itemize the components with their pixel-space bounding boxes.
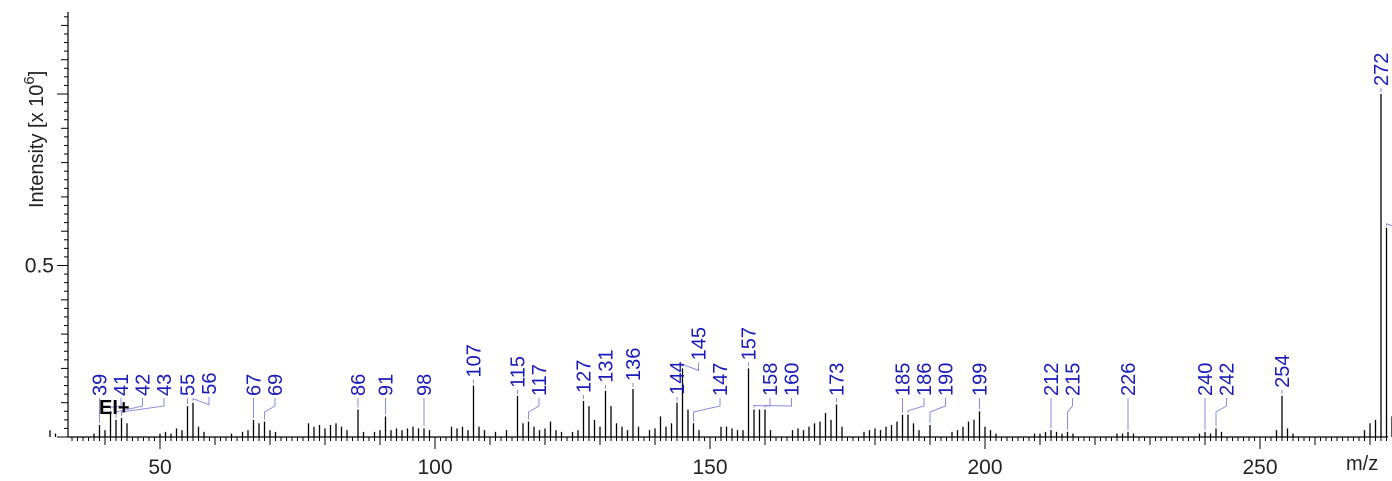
peak-label: 115 — [508, 356, 530, 388]
peak-leaders — [99, 88, 1392, 430]
peak-leader — [682, 362, 699, 372]
y-axis-title-end: ] — [26, 71, 48, 77]
peak-leader — [110, 398, 122, 410]
x-axis-ticks: 50100150200250300 — [71, 437, 1387, 479]
peak-leader — [192, 396, 210, 406]
x-tick-label: 50 — [148, 456, 171, 479]
peak-label: 91 — [376, 374, 398, 396]
peak-label: 39 — [90, 374, 112, 396]
peak-leader — [753, 398, 771, 408]
peak-label: 107 — [464, 344, 486, 377]
y-axis-title: Intensity [x 106] — [21, 71, 48, 208]
peak-label: 226 — [1118, 363, 1140, 396]
peak-label: 185 — [893, 363, 915, 396]
peak-label: 55 — [178, 374, 200, 396]
peak-leader — [115, 398, 143, 418]
x-tick-label: 250 — [1242, 456, 1277, 479]
peak-label: 173 — [827, 363, 849, 396]
peak-label: 98 — [414, 374, 436, 396]
peak-label: 136 — [623, 348, 645, 381]
peak-leader — [1386, 223, 1392, 227]
peak-label: 242 — [1217, 363, 1239, 396]
y-tick-label: 0.5 — [25, 255, 54, 278]
peaks — [49, 94, 1392, 437]
peak-label: 56 — [199, 372, 221, 394]
peak-leader — [929, 398, 946, 423]
peak-label: 157 — [739, 327, 761, 360]
peak-label: 117 — [529, 364, 551, 396]
y-axis-ticks: 0.5 — [25, 16, 68, 438]
peak-labels: 39 41 42 43 55 56 67 69 86 91 98 107 115 117 127 131 136… — [90, 53, 1392, 396]
peak-label: 158 — [760, 363, 782, 396]
peak-leader — [528, 398, 540, 420]
peak-label: 186 — [914, 363, 936, 396]
peak-label: 69 — [265, 374, 287, 396]
peak-label: 145 — [689, 327, 711, 360]
peak-label: 42 — [133, 374, 155, 396]
peak-label: 240 — [1195, 363, 1217, 396]
peak-leader — [907, 398, 925, 413]
peak-label: 254 — [1272, 354, 1294, 387]
peak-label: 127 — [574, 360, 596, 393]
peak-label: 147 — [710, 363, 732, 396]
peak-label: 41 — [111, 374, 133, 396]
peak-label: 86 — [348, 374, 370, 396]
peak-label: 144 — [667, 361, 689, 394]
peak-label: 272 — [1371, 53, 1392, 86]
peak-leader — [764, 398, 792, 408]
peak-label: 190 — [936, 363, 958, 396]
peak-label: 212 — [1041, 363, 1063, 396]
peak-leader — [121, 398, 165, 417]
peak-label: 160 — [782, 363, 804, 396]
peak-leader — [1215, 398, 1227, 427]
axes — [67, 12, 1388, 438]
peak-leader — [1067, 398, 1073, 430]
peak-label: 67 — [244, 374, 266, 396]
peak-label: 199 — [970, 363, 992, 396]
peak-label: 131 — [596, 349, 618, 382]
x-tick-label: 150 — [692, 456, 727, 479]
ionization-mode-label: EI+ — [99, 397, 130, 419]
x-tick-label: 200 — [967, 456, 1002, 479]
peak-label: 43 — [154, 374, 176, 396]
y-axis-title-exponent: 6 — [21, 76, 38, 84]
y-axis-title-main: Intensity [x 10 — [26, 85, 48, 208]
x-axis-title: m/z — [1346, 453, 1378, 475]
peak-leader — [693, 398, 721, 422]
peak-leader — [264, 398, 276, 420]
x-tick-label: 100 — [417, 456, 452, 479]
peak-label: 215 — [1063, 363, 1085, 396]
